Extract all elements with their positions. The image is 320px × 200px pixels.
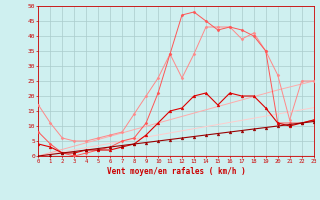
X-axis label: Vent moyen/en rafales ( km/h ): Vent moyen/en rafales ( km/h ) bbox=[107, 167, 245, 176]
